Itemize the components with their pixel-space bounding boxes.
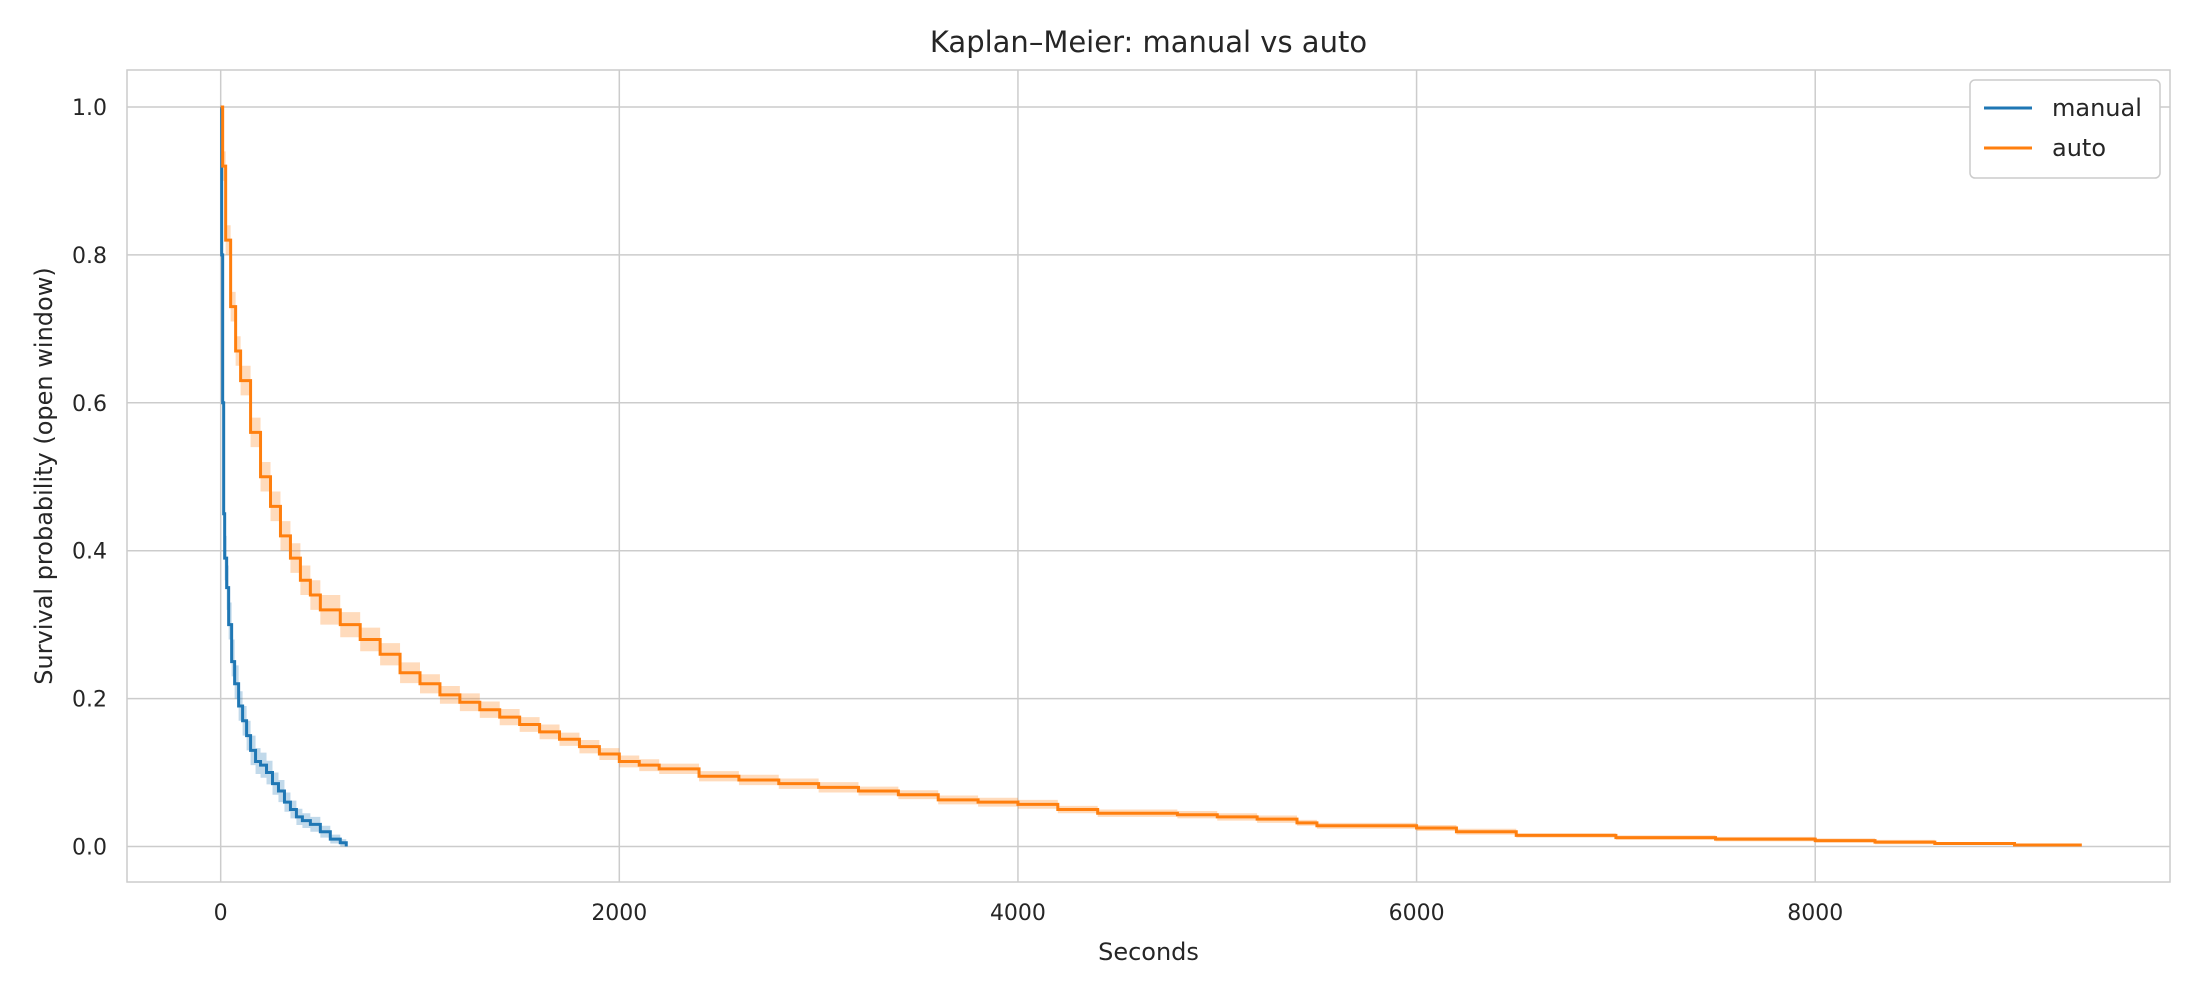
x-tick-label: 6000 xyxy=(1389,901,1445,926)
plot-area xyxy=(127,70,2170,882)
y-tick-label: 0.6 xyxy=(72,392,107,417)
y-tick-label: 0.0 xyxy=(72,836,107,861)
series-line-manual xyxy=(220,105,348,847)
plot-frame xyxy=(126,69,2171,883)
x-axis-label: Seconds xyxy=(1098,938,1199,966)
survival-curves xyxy=(220,105,2082,847)
legend: manual auto xyxy=(1969,79,2161,179)
x-tick-label: 4000 xyxy=(990,901,1046,926)
legend-box xyxy=(1969,79,2161,179)
y-tick-label: 1.0 xyxy=(72,96,107,121)
x-tick-labels: 0 2000 4000 6000 8000 xyxy=(214,901,1844,926)
chart-title: Kaplan–Meier: manual vs auto xyxy=(930,25,1367,59)
y-axis-label: Survival probability (open window) xyxy=(30,267,58,684)
x-tick-label: 0 xyxy=(214,901,228,926)
grid-lines xyxy=(127,70,2170,882)
series-line-auto xyxy=(220,105,2082,847)
y-tick-label: 0.4 xyxy=(72,540,107,565)
y-tick-labels: 0.0 0.2 0.4 0.6 0.8 1.0 xyxy=(72,96,107,861)
legend-label-manual: manual xyxy=(2052,94,2142,122)
x-tick-label: 2000 xyxy=(591,901,647,926)
y-tick-label: 0.2 xyxy=(72,688,107,713)
x-tick-label: 8000 xyxy=(1787,901,1843,926)
y-tick-label: 0.8 xyxy=(72,244,107,269)
legend-label-auto: auto xyxy=(2052,134,2106,162)
